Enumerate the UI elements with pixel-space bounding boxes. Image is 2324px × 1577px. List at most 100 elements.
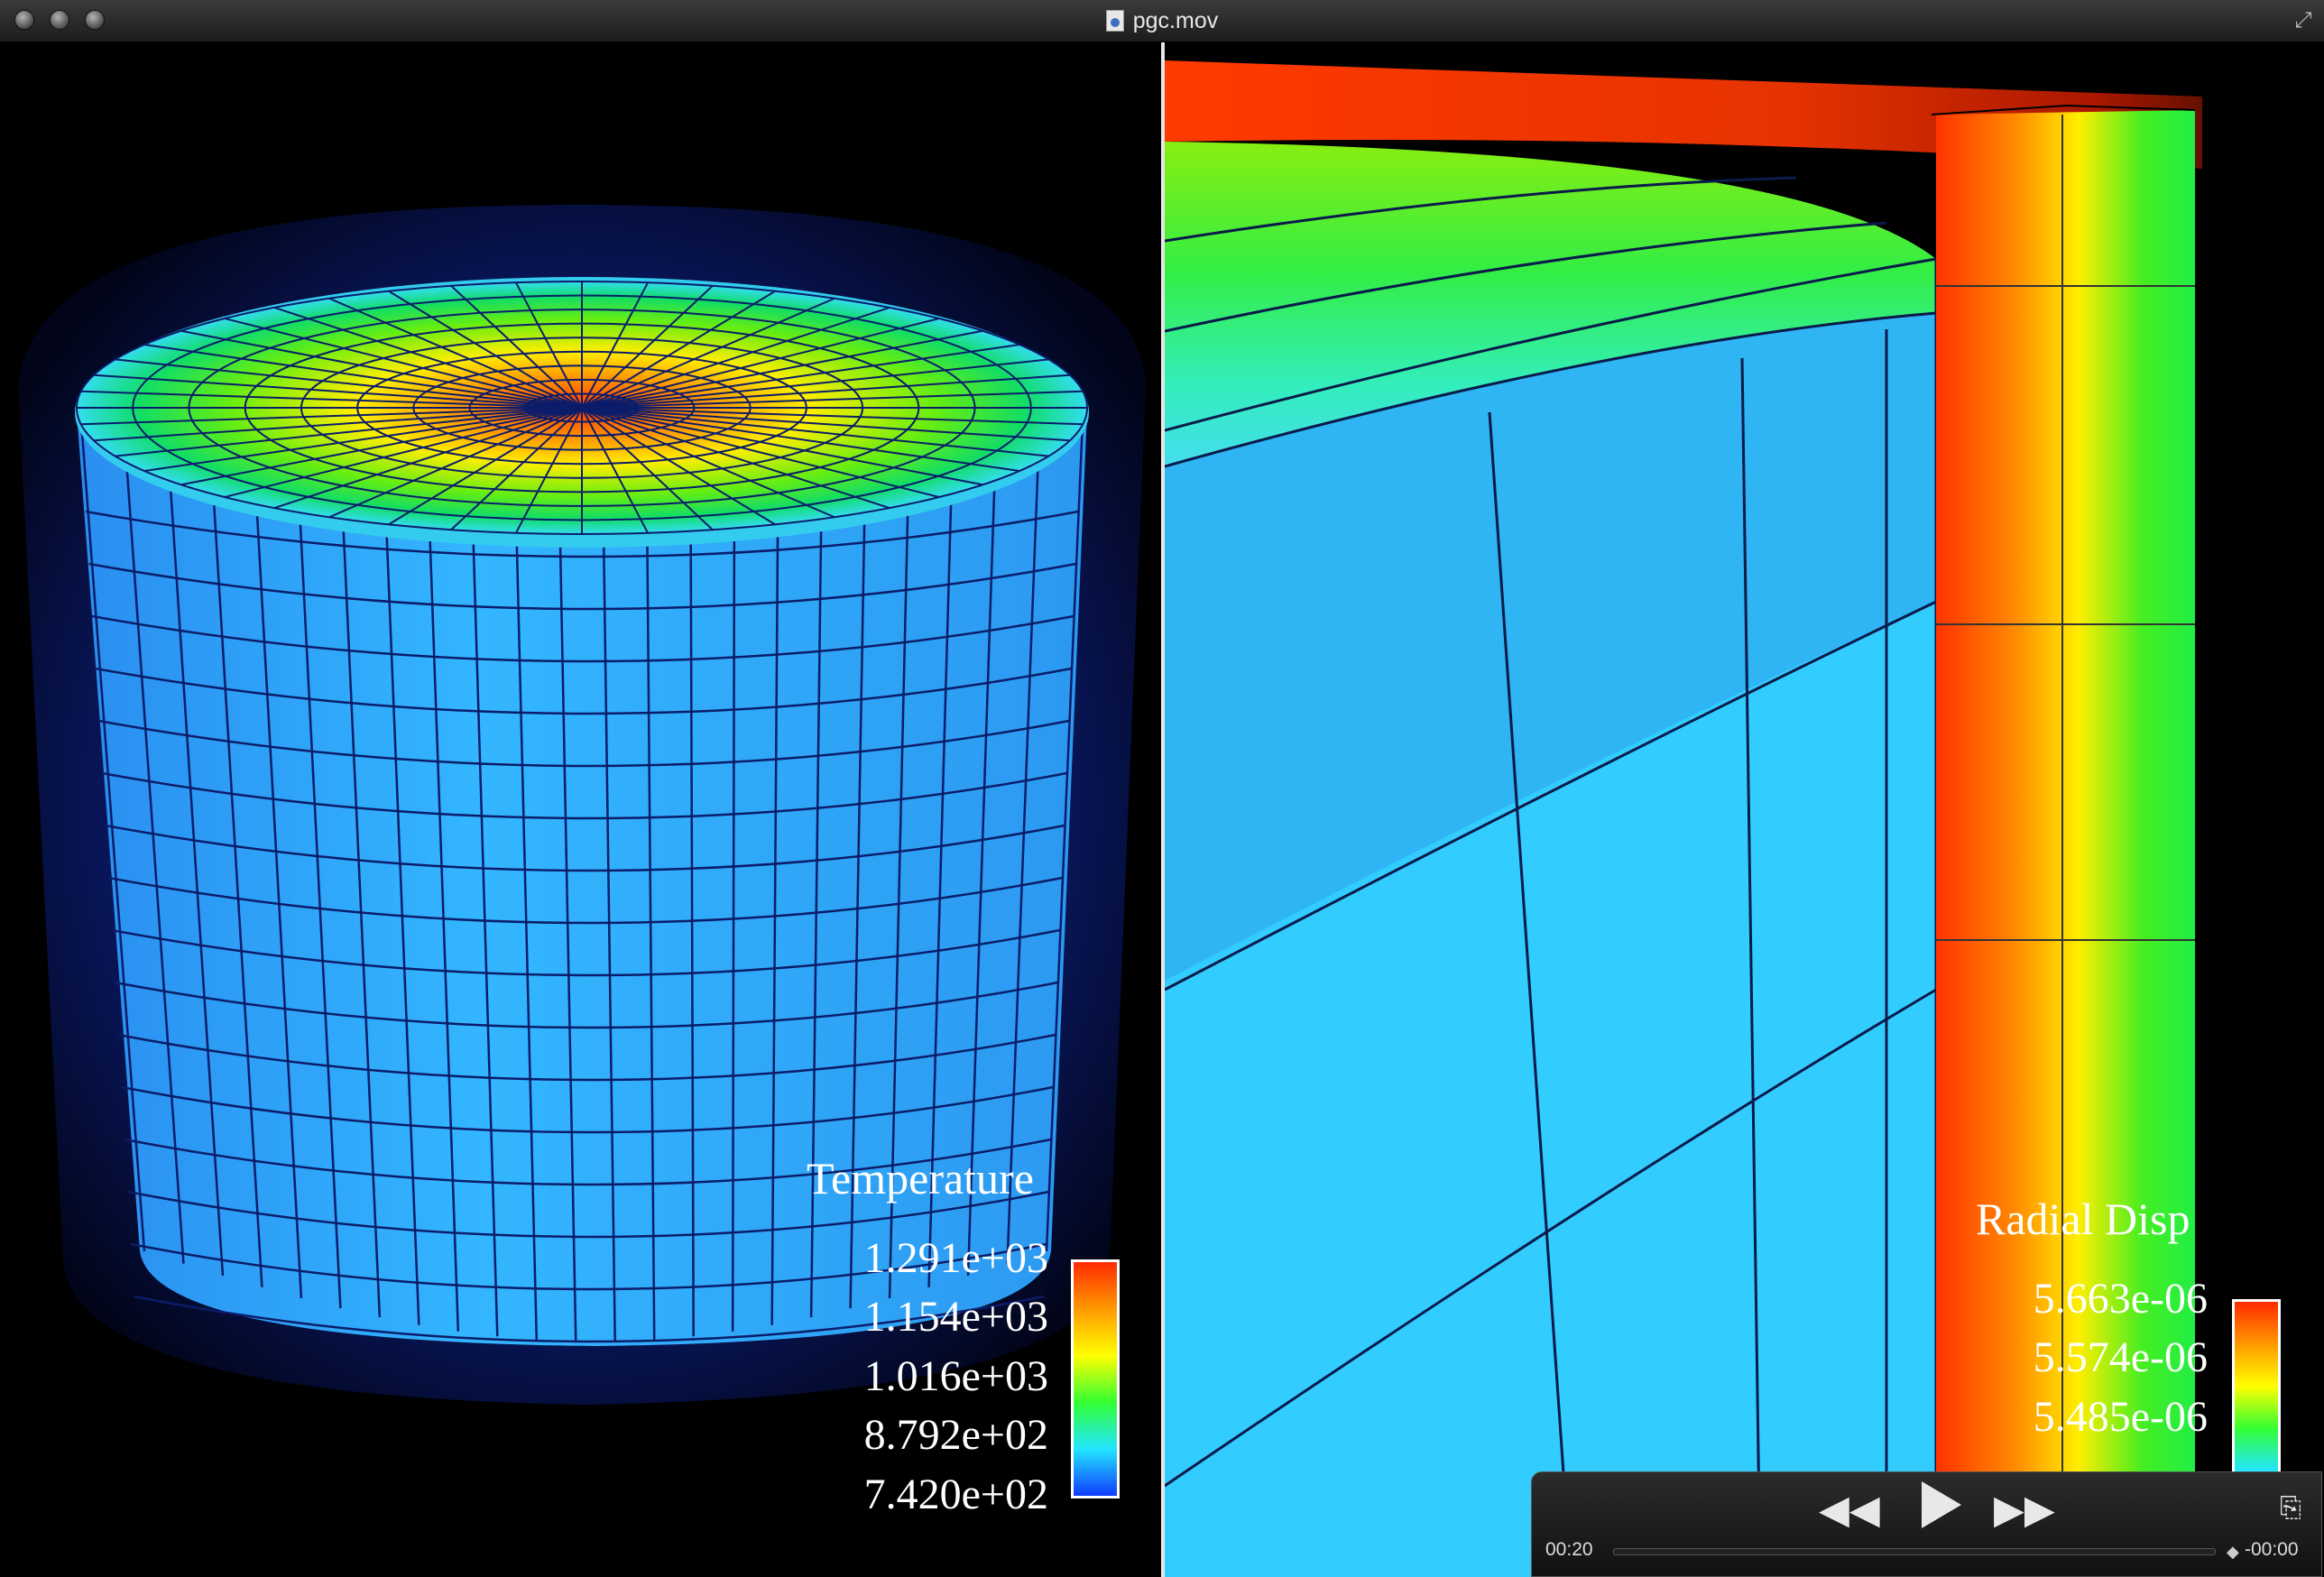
minimize-window-button[interactable] <box>50 10 69 30</box>
mesh-spoke <box>581 407 714 530</box>
close-window-button[interactable] <box>14 10 34 30</box>
mesh-row <box>117 1033 1056 1082</box>
fullscreen-icon[interactable]: ⤢ <box>2294 8 2312 32</box>
mesh-row <box>115 981 1058 1029</box>
fast-forward-button[interactable]: ▶▶ <box>1994 1488 2055 1532</box>
mesh-spoke <box>450 285 583 409</box>
rewind-button[interactable]: ◀◀ <box>1819 1488 1880 1532</box>
radial-disp-legend-title: Radial Disp <box>1976 1194 2190 1244</box>
mesh-column <box>888 482 910 1298</box>
mesh-row <box>111 928 1061 977</box>
mesh-spoke <box>94 407 583 442</box>
mesh-spoke <box>80 390 583 409</box>
mesh-row <box>88 562 1076 611</box>
mesh-spoke <box>581 344 1020 409</box>
mesh-column <box>254 482 303 1299</box>
mesh-spoke <box>581 390 1084 409</box>
mesh-spoke <box>581 407 776 526</box>
mesh-spoke <box>180 329 583 409</box>
mesh-spoke <box>581 281 649 409</box>
mesh-spoke <box>581 285 714 409</box>
temperature-render <box>18 205 1146 1405</box>
mesh-column <box>384 517 420 1325</box>
playhead-icon[interactable]: ◆ <box>2227 1543 2239 1561</box>
temperature-legend-value: 8.792e+02 <box>863 1411 1048 1459</box>
play-button[interactable] <box>1922 1481 1961 1528</box>
mesh-row <box>121 1085 1054 1134</box>
mesh-column <box>849 495 866 1309</box>
mesh-spoke <box>581 329 983 409</box>
mesh-spoke <box>581 407 983 486</box>
mesh-spoke <box>581 318 940 409</box>
mesh-column <box>689 531 695 1337</box>
window-title: pgc.mov <box>1132 7 1219 33</box>
mesh-column <box>167 452 225 1277</box>
mesh-column <box>1045 420 1084 1252</box>
mesh-spoke <box>581 407 890 510</box>
mesh-column <box>472 531 499 1337</box>
mesh-row <box>124 1138 1052 1186</box>
mesh-spoke <box>515 407 583 534</box>
mesh-spoke <box>581 407 1084 426</box>
mesh-spoke <box>328 407 583 519</box>
mesh-spoke <box>115 407 583 457</box>
temperature-legend-value: 1.154e+03 <box>863 1293 1048 1341</box>
mesh-spoke <box>388 407 583 526</box>
radial-disp-view: Radial Disp 5.663e-06 5.574e-06 5.485e-0… <box>1165 42 2324 1577</box>
mesh-row <box>134 1295 1045 1343</box>
temperature-legend-value: 7.420e+02 <box>863 1471 1048 1518</box>
temperature-legend-value: 1.291e+03 <box>863 1234 1048 1282</box>
remaining-time: -00:00 <box>2245 1539 2299 1560</box>
mesh-spoke <box>581 407 940 498</box>
mesh-column <box>124 437 185 1264</box>
mesh-column <box>966 453 997 1277</box>
mesh-spoke <box>224 407 583 498</box>
mesh-column <box>809 506 823 1318</box>
timeline-scrubber[interactable] <box>1613 1548 2216 1555</box>
temperature-legend-value: 1.016e+03 <box>863 1352 1048 1400</box>
mesh-spoke <box>581 374 1070 409</box>
mesh-spoke <box>143 344 583 409</box>
mesh-spoke <box>273 407 583 510</box>
mesh-spoke <box>581 407 835 519</box>
elapsed-time: 00:20 <box>1545 1539 1593 1560</box>
mesh-spoke <box>273 306 583 409</box>
view-divider <box>1161 42 1165 1577</box>
mesh-column <box>558 538 577 1342</box>
mesh-column <box>428 525 460 1332</box>
mesh-spoke <box>80 407 583 426</box>
mesh-spoke <box>94 374 583 409</box>
mesh-row <box>101 771 1067 820</box>
mesh-spoke <box>581 407 1049 457</box>
mesh-row <box>107 876 1063 925</box>
radial-disp-legend-value: 5.485e-06 <box>2033 1393 2208 1441</box>
temperature-view: Temperature 1.291e+03 1.154e+03 1.016e+0… <box>0 42 1161 1577</box>
mesh-column <box>210 467 263 1287</box>
mesh-spoke <box>581 297 835 409</box>
mesh-column <box>79 420 146 1252</box>
share-icon[interactable]: ⎘ <box>2280 1493 2301 1523</box>
title-group: pgc.mov <box>0 0 2324 42</box>
zoom-window-button[interactable] <box>85 10 105 30</box>
mesh-spoke <box>581 358 1049 409</box>
mesh-spoke <box>450 407 583 530</box>
radial-disp-legend-value: 5.574e-06 <box>2033 1333 2208 1381</box>
mesh-row <box>85 510 1079 558</box>
mesh-spoke <box>224 318 583 409</box>
radial-disp-legend-value: 5.663e-06 <box>2033 1275 2208 1323</box>
mesh-spoke <box>581 407 649 534</box>
mesh-spoke <box>180 407 583 486</box>
mesh-row <box>95 667 1072 715</box>
mesh-column <box>602 538 616 1342</box>
mesh-column <box>646 536 656 1340</box>
mesh-spoke <box>581 290 776 409</box>
mesh-row <box>127 1190 1049 1239</box>
mesh-row <box>98 719 1070 768</box>
mesh-spoke <box>515 281 583 409</box>
mesh-column <box>1006 437 1040 1264</box>
mesh-column <box>298 494 342 1309</box>
mesh-spoke <box>143 407 583 472</box>
mesh-spoke <box>581 407 1070 442</box>
mesh-column <box>927 467 954 1287</box>
mesh-row <box>105 824 1065 872</box>
